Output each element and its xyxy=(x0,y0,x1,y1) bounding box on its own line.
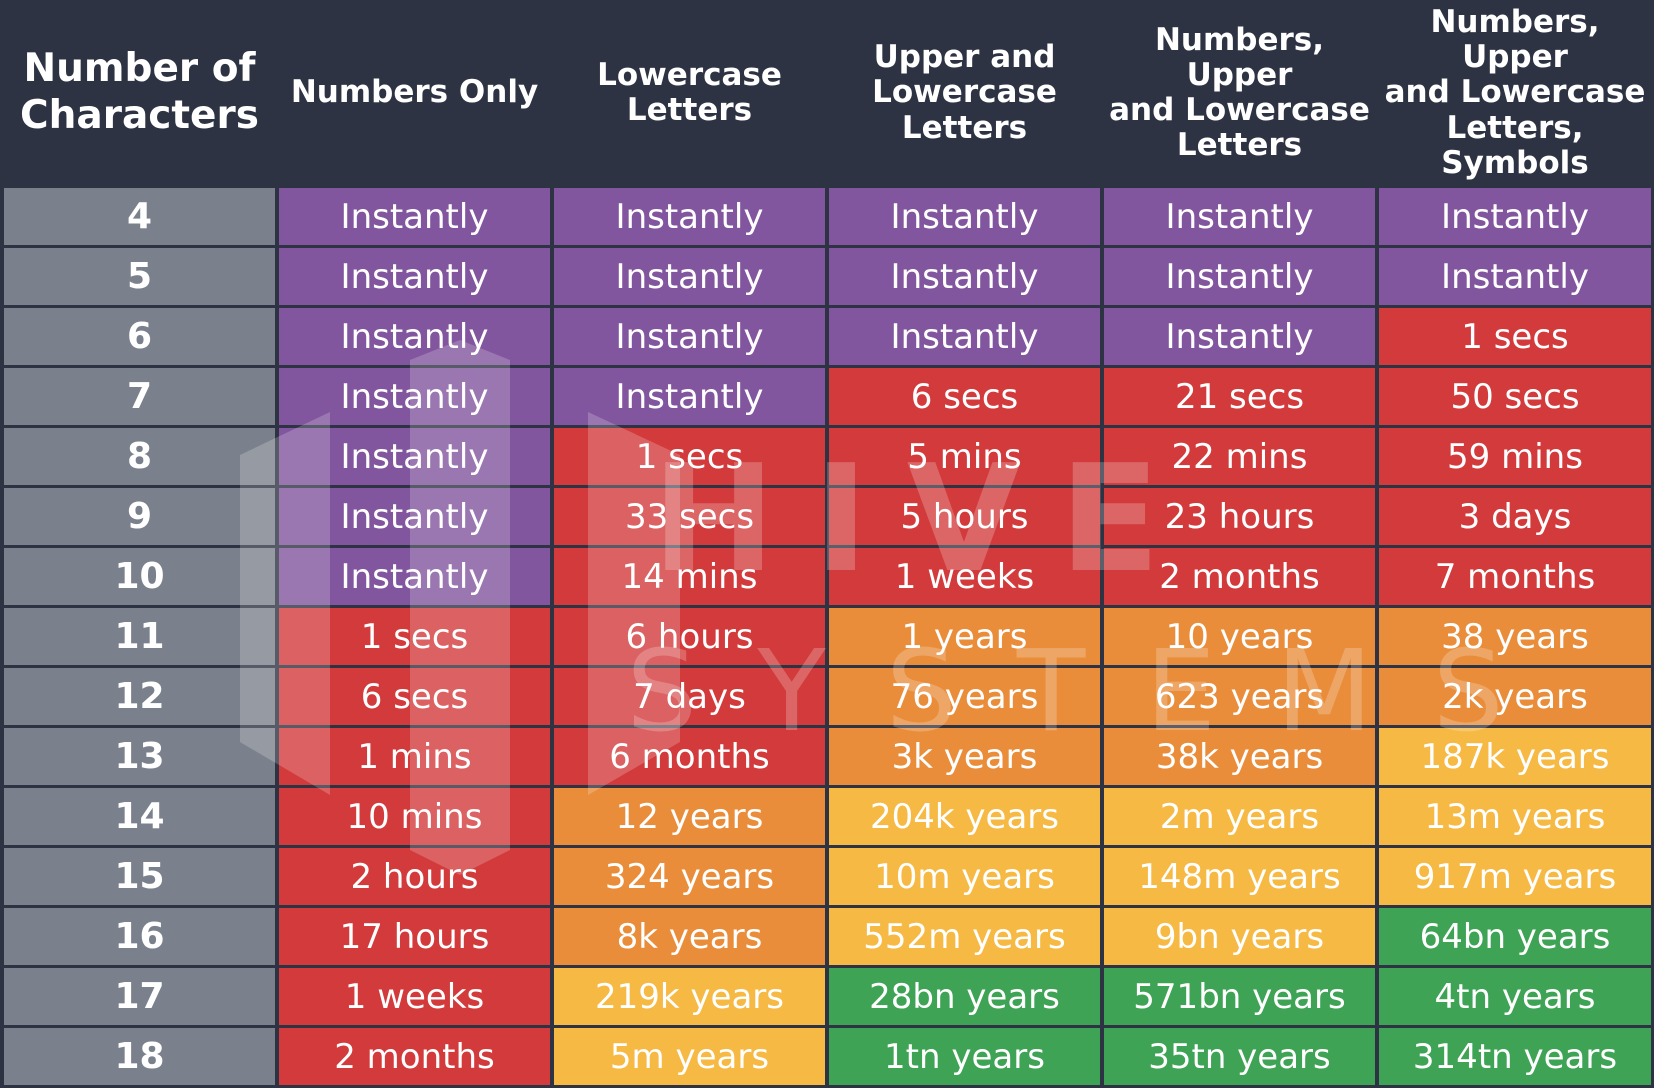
table-cell: 76 years xyxy=(829,668,1100,725)
table-cell: 10m years xyxy=(829,848,1100,905)
table-cell: 204k years xyxy=(829,788,1100,845)
row-header-chars: 10 xyxy=(4,548,275,605)
table-cell: Instantly xyxy=(554,308,825,365)
table-cell: 1 weeks xyxy=(279,968,550,1025)
table-cell: 59 mins xyxy=(1379,428,1651,485)
table-cell: 7 days xyxy=(554,668,825,725)
row-header-chars: 9 xyxy=(4,488,275,545)
row-header-chars: 18 xyxy=(4,1028,275,1085)
table-cell: 623 years xyxy=(1104,668,1375,725)
table-cell: 14 mins xyxy=(554,548,825,605)
row-header-chars: 11 xyxy=(4,608,275,665)
table-cell: Instantly xyxy=(1104,248,1375,305)
table-cell: 28bn years xyxy=(829,968,1100,1025)
column-header-3: Upper and Lowercase Letters xyxy=(872,39,1057,146)
table-cell: 10 years xyxy=(1104,608,1375,665)
table-cell: 5 hours xyxy=(829,488,1100,545)
table-cell: Instantly xyxy=(554,248,825,305)
column-header-2: Lowercase Letters xyxy=(597,56,782,128)
table-cell: 314tn years xyxy=(1379,1028,1651,1085)
table-cell: 2 months xyxy=(279,1028,550,1085)
table-cell: 33 secs xyxy=(554,488,825,545)
table-cell: 1 years xyxy=(829,608,1100,665)
table-cell: Instantly xyxy=(279,248,550,305)
table-cell: 2 months xyxy=(1104,548,1375,605)
column-header-5: Numbers, Upper and Lowercase Letters, Sy… xyxy=(1384,4,1646,181)
row-header-chars: 4 xyxy=(4,188,275,245)
row-header-chars: 12 xyxy=(4,668,275,725)
table-cell: 1 mins xyxy=(279,728,550,785)
table-cell: 17 hours xyxy=(279,908,550,965)
table-cell: 5 mins xyxy=(829,428,1100,485)
table-cell: 35tn years xyxy=(1104,1028,1375,1085)
table-cell: 4tn years xyxy=(1379,968,1651,1025)
table-cell: 187k years xyxy=(1379,728,1651,785)
table-cell: 9bn years xyxy=(1104,908,1375,965)
table-cell: 1tn years xyxy=(829,1028,1100,1085)
table-cell: 3 days xyxy=(1379,488,1651,545)
table-cell: Instantly xyxy=(279,548,550,605)
table-cell: Instantly xyxy=(829,248,1100,305)
row-header-chars: 5 xyxy=(4,248,275,305)
row-header-chars: 15 xyxy=(4,848,275,905)
table-cell: 1 secs xyxy=(1379,308,1651,365)
table-cell: Instantly xyxy=(554,188,825,245)
table-cell: 1 secs xyxy=(279,608,550,665)
table-cell: Instantly xyxy=(829,188,1100,245)
table-cell: 23 hours xyxy=(1104,488,1375,545)
table-cell: 13m years xyxy=(1379,788,1651,845)
table-cell: Instantly xyxy=(279,188,550,245)
table-cell: Instantly xyxy=(279,308,550,365)
table-cell: 38k years xyxy=(1104,728,1375,785)
table-cell: 6 secs xyxy=(829,368,1100,425)
row-header-chars: 17 xyxy=(4,968,275,1025)
column-header-characters: Number of Characters xyxy=(20,46,259,138)
table-cell: 50 secs xyxy=(1379,368,1651,425)
table-cell: Instantly xyxy=(554,368,825,425)
table-cell: 148m years xyxy=(1104,848,1375,905)
row-header-chars: 16 xyxy=(4,908,275,965)
table-cell: 10 mins xyxy=(279,788,550,845)
table-cell: Instantly xyxy=(279,428,550,485)
table-cell: 7 months xyxy=(1379,548,1651,605)
table-cell: Instantly xyxy=(1104,308,1375,365)
row-header-chars: 7 xyxy=(4,368,275,425)
table-cell: Instantly xyxy=(829,308,1100,365)
table-cell: Instantly xyxy=(1379,248,1651,305)
table-cell: 2 hours xyxy=(279,848,550,905)
table-cell: 219k years xyxy=(554,968,825,1025)
table-cell: Instantly xyxy=(1104,188,1375,245)
table-cell: 917m years xyxy=(1379,848,1651,905)
row-header-chars: 6 xyxy=(4,308,275,365)
table-cell: 571bn years xyxy=(1104,968,1375,1025)
table-cell: 8k years xyxy=(554,908,825,965)
table-cell: 552m years xyxy=(829,908,1100,965)
table-cell: Instantly xyxy=(1379,188,1651,245)
table-cell: 6 secs xyxy=(279,668,550,725)
table-cell: 21 secs xyxy=(1104,368,1375,425)
table-cell: 64bn years xyxy=(1379,908,1651,965)
table-cell: 12 years xyxy=(554,788,825,845)
row-header-chars: 8 xyxy=(4,428,275,485)
table-cell: Instantly xyxy=(279,368,550,425)
column-header-4: Numbers, Upper and Lowercase Letters xyxy=(1109,21,1370,164)
table-cell: 2m years xyxy=(1104,788,1375,845)
table-cell: 22 mins xyxy=(1104,428,1375,485)
table-cell: 6 months xyxy=(554,728,825,785)
table-cell: 324 years xyxy=(554,848,825,905)
table-cell: Instantly xyxy=(279,488,550,545)
table-cell: 2k years xyxy=(1379,668,1651,725)
table-cell: 5m years xyxy=(554,1028,825,1085)
column-header-1: Numbers Only xyxy=(290,74,539,111)
table-cell: 3k years xyxy=(829,728,1100,785)
table-cell: 1 secs xyxy=(554,428,825,485)
table-cell: 6 hours xyxy=(554,608,825,665)
row-header-chars: 14 xyxy=(4,788,275,845)
row-header-chars: 13 xyxy=(4,728,275,785)
table-cell: 38 years xyxy=(1379,608,1651,665)
table-cell: 1 weeks xyxy=(829,548,1100,605)
